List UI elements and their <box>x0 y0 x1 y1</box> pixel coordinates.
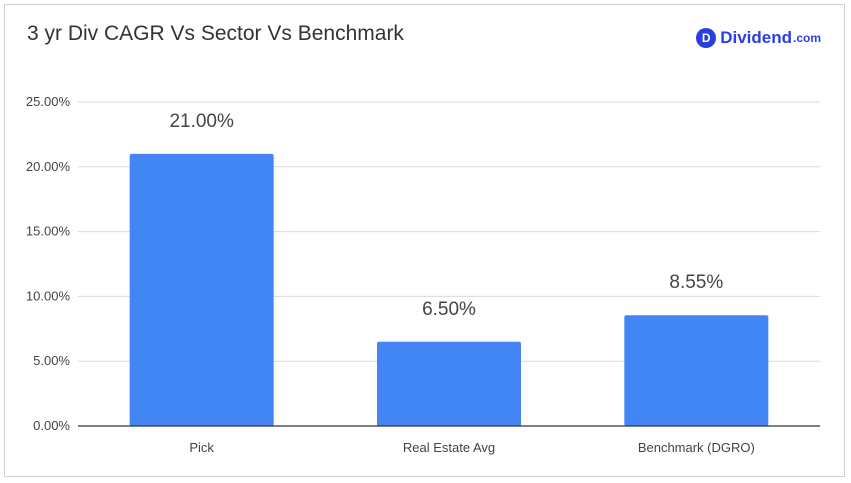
y-tick-label: 5.00% <box>33 353 70 368</box>
y-tick-label: 15.00% <box>26 224 71 239</box>
data-label: 6.50% <box>422 299 476 320</box>
y-tick-label: 0.00% <box>33 418 70 433</box>
data-label: 21.00% <box>169 111 234 132</box>
logo-name: Dividend <box>720 28 792 47</box>
x-tick-label: Pick <box>189 440 214 455</box>
brand-logo[interactable]: D Dividend .com <box>696 28 821 48</box>
bar <box>377 341 521 426</box>
y-tick-label: 25.00% <box>26 94 71 109</box>
x-tick-label: Benchmark (DGRO) <box>638 440 755 455</box>
chart-title: 3 yr Div CAGR Vs Sector Vs Benchmark <box>27 22 404 45</box>
dividend-logo-icon: D <box>696 28 717 48</box>
bar <box>624 315 769 426</box>
data-label: 8.55% <box>669 272 723 293</box>
logo-suffix: .com <box>792 31 821 45</box>
y-tick-label: 20.00% <box>26 159 71 174</box>
x-tick-label: Real Estate Avg <box>403 440 495 455</box>
y-tick-label: 10.00% <box>26 288 71 303</box>
bar <box>129 153 274 426</box>
